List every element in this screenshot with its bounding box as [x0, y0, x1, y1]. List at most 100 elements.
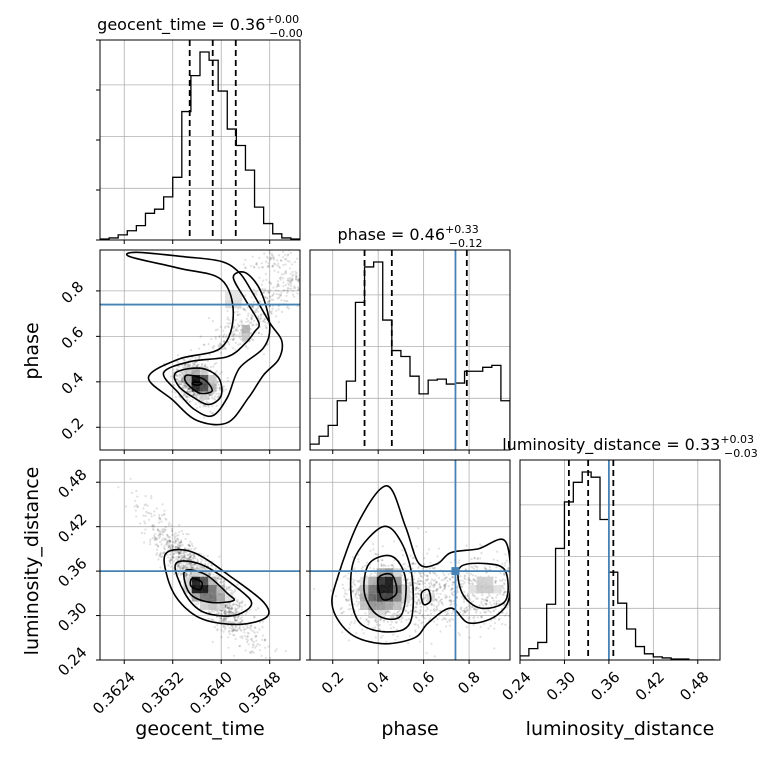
sample-point: [268, 646, 270, 648]
sample-point: [203, 344, 205, 346]
sample-point: [170, 566, 172, 568]
sample-point: [361, 629, 363, 631]
sample-point: [170, 541, 172, 543]
sample-point: [504, 591, 506, 593]
sample-point: [200, 336, 202, 338]
sample-point: [479, 636, 481, 638]
sample-point: [245, 321, 247, 323]
y-tick-label: 0.2: [58, 414, 88, 444]
sample-point: [274, 263, 276, 265]
sample-point: [136, 496, 138, 498]
sample-point: [433, 572, 435, 574]
sample-point: [148, 519, 150, 521]
sample-point: [158, 514, 160, 516]
sample-point: [300, 251, 302, 253]
sample-point: [196, 560, 198, 562]
sample-point: [277, 290, 279, 292]
sample-point: [247, 347, 249, 349]
sample-point: [235, 626, 237, 628]
sample-point: [504, 564, 506, 566]
x-tick-label: 0.6: [409, 668, 439, 698]
sample-point: [433, 608, 435, 610]
sample-point: [280, 279, 282, 281]
sample-point: [150, 497, 152, 499]
sample-point: [258, 277, 260, 279]
sample-point: [282, 277, 284, 279]
sample-point: [179, 542, 181, 544]
sample-point: [415, 596, 417, 598]
sample-point: [265, 327, 267, 329]
sample-point: [159, 530, 161, 532]
sample-point: [452, 576, 454, 578]
density-cell: [368, 577, 376, 585]
sample-point: [420, 622, 422, 624]
title-phase: phase = 0.46+0.33 −0.12: [338, 223, 483, 250]
sample-point: [212, 346, 214, 348]
sample-point: [393, 566, 395, 568]
sample-point: [436, 555, 438, 557]
sample-point: [216, 405, 218, 407]
sample-point: [131, 492, 133, 494]
sample-point: [236, 620, 238, 622]
sample-point: [375, 619, 377, 621]
sample-point: [219, 373, 221, 375]
sample-point: [184, 364, 186, 366]
sample-point: [291, 263, 293, 265]
sample-point: [449, 625, 451, 627]
sample-point: [426, 652, 428, 654]
sample-point: [163, 545, 165, 547]
sample-point: [175, 556, 177, 558]
sample-point: [436, 600, 438, 602]
sample-point: [229, 633, 231, 635]
sample-point: [429, 562, 431, 564]
sample-point: [272, 287, 274, 289]
sample-point: [267, 262, 269, 264]
sample-point: [225, 586, 227, 588]
sample-point: [303, 272, 305, 274]
sample-point: [227, 636, 229, 638]
sample-point: [214, 396, 216, 398]
sample-point: [245, 638, 247, 640]
sample-point: [265, 261, 267, 263]
sample-point: [313, 588, 315, 590]
sample-point: [135, 515, 137, 517]
density-cell: [208, 593, 216, 601]
sample-point: [452, 581, 454, 583]
sample-point: [212, 320, 214, 322]
sample-point: [290, 252, 292, 254]
sample-point: [440, 599, 442, 601]
sample-point: [167, 564, 169, 566]
sample-point: [228, 631, 230, 633]
sample-point: [255, 291, 257, 293]
sample-point: [192, 566, 194, 568]
sample-point: [252, 643, 254, 645]
sample-point: [446, 580, 448, 582]
sample-point: [277, 283, 279, 285]
sample-point: [408, 618, 410, 620]
sample-point: [241, 602, 243, 604]
sample-point: [467, 618, 469, 620]
sample-point: [170, 562, 172, 564]
sample-point: [252, 646, 254, 648]
sample-point: [382, 545, 384, 547]
sample-point: [182, 564, 184, 566]
pair-geocent_time-luminosity_distance: 0.36240.36320.36400.36480.240.300.360.42…: [54, 460, 307, 718]
sample-point: [167, 556, 169, 558]
sample-point: [353, 583, 355, 585]
sample-point: [143, 541, 145, 543]
sample-point: [188, 533, 190, 535]
sample-point: [264, 290, 266, 292]
sample-point: [480, 601, 482, 603]
x-tick-label: 0.3632: [138, 668, 188, 718]
sample-point: [215, 393, 217, 395]
y-tick-label: 0.4: [58, 368, 88, 398]
sample-point: [366, 562, 368, 564]
xlabel-luminosity-distance: luminosity_distance: [526, 718, 715, 740]
sample-point: [246, 318, 248, 320]
sample-point: [408, 582, 410, 584]
sample-point: [250, 322, 252, 324]
sample-point: [175, 546, 177, 548]
sample-point: [247, 312, 249, 314]
sample-point: [423, 563, 425, 565]
sample-point: [488, 595, 490, 597]
